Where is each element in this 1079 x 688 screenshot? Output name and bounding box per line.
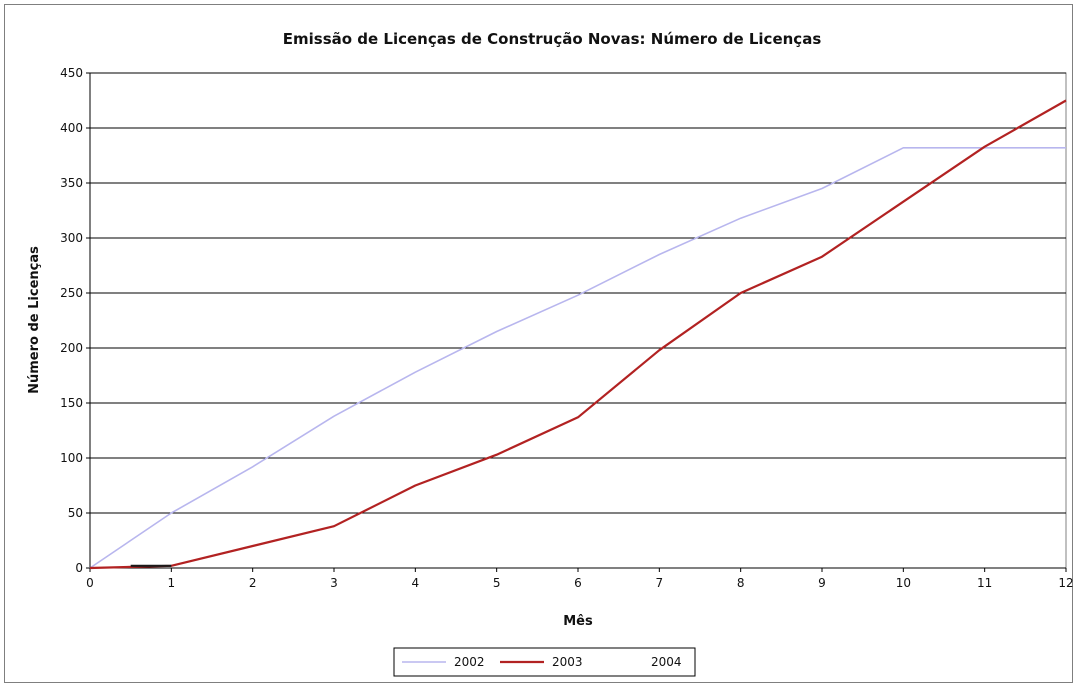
y-tick-label: 250 (60, 286, 83, 300)
gridlines (90, 72, 1066, 514)
plot-area (89, 72, 1067, 569)
series-line-2002 (89, 147, 1066, 569)
x-tick-label: 2 (249, 576, 257, 590)
y-tick-label: 50 (68, 506, 83, 520)
x-tick-label: 10 (896, 576, 911, 590)
y-tick-label: 100 (60, 451, 83, 465)
x-tick-label: 0 (86, 576, 94, 590)
legend-label-2002: 2002 (454, 655, 485, 669)
y-tick-label: 450 (60, 66, 83, 80)
y-tick-label: 350 (60, 176, 83, 190)
x-tick-label: 11 (977, 576, 992, 590)
legend: 2002 2003 2004 (393, 647, 696, 677)
y-tick-label: 150 (60, 396, 83, 410)
series-line-2003 (89, 99, 1067, 570)
x-axis-title: Mês (563, 614, 593, 629)
x-tick-label: 12 (1058, 576, 1073, 590)
x-tick-label: 5 (493, 576, 501, 590)
y-axis-title: Número de Licenças (27, 246, 42, 394)
y-tick-label: 400 (60, 121, 83, 135)
x-tick-label: 7 (656, 576, 664, 590)
x-tick-label: 4 (412, 576, 420, 590)
x-tick-label: 3 (330, 576, 338, 590)
x-tick-label: 6 (574, 576, 582, 590)
y-tick-label: 300 (60, 231, 83, 245)
x-tick-label: 9 (818, 576, 826, 590)
chart-title: Emissão de Licenças de Construção Novas:… (283, 30, 822, 48)
y-tick-label: 200 (60, 341, 83, 355)
x-tick-label: 8 (737, 576, 745, 590)
legend-label-2003: 2003 (552, 655, 583, 669)
series-layer (89, 99, 1067, 570)
legend-label-2004: 2004 (651, 655, 682, 669)
y-tick-label: 0 (75, 561, 83, 575)
x-tick-label: 1 (168, 576, 176, 590)
